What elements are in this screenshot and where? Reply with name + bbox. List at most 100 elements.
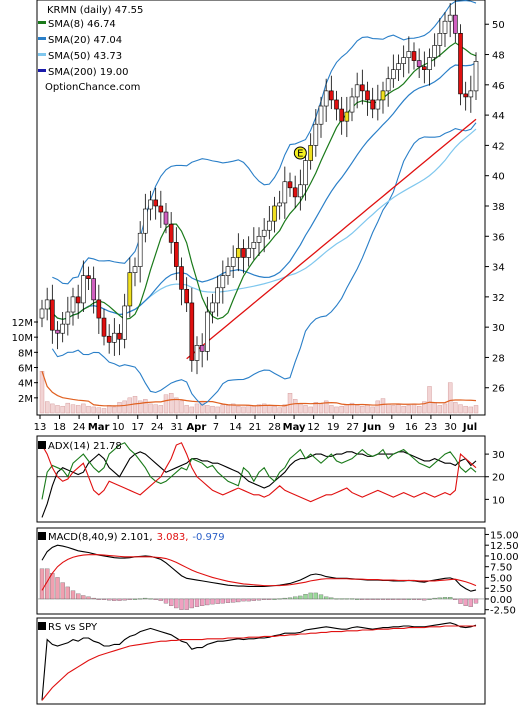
adx-tick-label: 20 bbox=[492, 473, 505, 484]
candle-body bbox=[168, 223, 174, 243]
candle-body bbox=[70, 296, 76, 313]
volume-bar bbox=[60, 405, 65, 414]
volume-bar bbox=[277, 407, 282, 414]
macd-histogram-bar bbox=[251, 598, 256, 601]
candle-body bbox=[236, 248, 241, 258]
price-panel bbox=[36, 0, 486, 416]
candle-body bbox=[339, 108, 344, 122]
candle-body bbox=[194, 345, 200, 361]
price-tick-label: 34 bbox=[492, 263, 505, 274]
macd-histogram-bar bbox=[231, 598, 236, 603]
macd-histogram-bar bbox=[179, 598, 184, 610]
volume-tick-label: 8M bbox=[18, 348, 33, 359]
volume-bar bbox=[65, 402, 71, 414]
price-tick-label: 44 bbox=[492, 111, 505, 122]
rs-panel bbox=[36, 617, 486, 705]
candle-body bbox=[298, 184, 303, 198]
volume-bar bbox=[50, 403, 55, 414]
volume-bar bbox=[380, 398, 386, 414]
macd-histogram-bar bbox=[86, 596, 91, 600]
x-tick-label: 17 bbox=[131, 422, 144, 433]
candle-body bbox=[101, 317, 107, 337]
candle-body bbox=[44, 299, 50, 310]
candle-body bbox=[86, 275, 91, 279]
price-tick-label: 36 bbox=[492, 232, 505, 243]
volume-bar bbox=[246, 405, 251, 414]
macd-histogram-bar bbox=[210, 598, 215, 605]
volume-tick-label: 2M bbox=[18, 394, 33, 405]
rs-series-line bbox=[41, 625, 476, 701]
volume-bar bbox=[75, 405, 81, 414]
volume-bar bbox=[158, 405, 164, 414]
macd-histogram-bar bbox=[225, 598, 231, 603]
volume-bar bbox=[55, 405, 60, 414]
volume-bar bbox=[220, 404, 226, 414]
adx-label: ADX(14) 21.78 bbox=[48, 441, 122, 452]
x-tick-label: 24 bbox=[73, 422, 86, 433]
x-tick-label: 13 bbox=[34, 422, 47, 433]
macd-histogram-bar bbox=[220, 598, 225, 604]
macd-histogram-bar bbox=[355, 598, 360, 600]
volume-bar bbox=[442, 403, 448, 414]
macd-histogram-bar bbox=[91, 597, 96, 600]
price-tick-label: 50 bbox=[492, 20, 505, 31]
volume-bar bbox=[318, 403, 324, 414]
candle-body bbox=[303, 160, 308, 186]
macd-histogram-bar bbox=[267, 598, 272, 600]
volume-bar bbox=[344, 404, 350, 414]
earnings-marker-icon bbox=[293, 146, 307, 160]
macd-histogram-bar bbox=[329, 597, 334, 600]
candle-body bbox=[210, 302, 215, 313]
candle-body bbox=[380, 90, 386, 101]
candle-body bbox=[360, 84, 365, 92]
candle-body bbox=[468, 90, 474, 98]
volume-bar bbox=[365, 404, 370, 414]
macd-histogram-bar bbox=[442, 597, 448, 600]
volume-bar bbox=[163, 394, 169, 414]
sma200-line bbox=[186, 118, 477, 360]
candle-body bbox=[60, 323, 65, 334]
volume-bar bbox=[385, 403, 391, 414]
macd-histogram-bar bbox=[60, 582, 65, 600]
candle-body bbox=[189, 302, 195, 361]
candle-body bbox=[277, 202, 282, 207]
macd-histogram-bar bbox=[163, 598, 169, 604]
x-tick-label: 12 bbox=[307, 422, 320, 433]
macd-histogram-bar bbox=[241, 598, 246, 602]
volume-bar bbox=[86, 405, 91, 414]
candle-body bbox=[329, 90, 334, 101]
x-tick-label: 21 bbox=[249, 422, 262, 433]
macd-tick-label: 5.00 bbox=[490, 573, 512, 584]
macd-histogram-bar bbox=[303, 594, 308, 600]
macd-histogram-bar bbox=[411, 598, 417, 600]
volume-bar bbox=[458, 404, 463, 414]
macd-histogram-bar bbox=[262, 598, 267, 600]
price-tick-label: 42 bbox=[492, 141, 505, 152]
legend-sma8: SMA(8) 46.74 bbox=[48, 19, 116, 30]
macd-histogram-bar bbox=[313, 592, 318, 600]
macd-histogram-bar bbox=[174, 598, 179, 609]
x-tick-label: 18 bbox=[53, 422, 66, 433]
x-tick-label: 16 bbox=[405, 422, 418, 433]
candle-body bbox=[179, 266, 184, 290]
volume-bar bbox=[194, 403, 200, 414]
x-tick-label: 10 bbox=[112, 422, 125, 433]
candle-body bbox=[354, 84, 360, 98]
legend-swatch-sma8 bbox=[38, 21, 46, 24]
sma8-line bbox=[46, 42, 477, 320]
volume-bar bbox=[143, 399, 148, 414]
macd-histogram-bar bbox=[287, 597, 293, 600]
macd-histogram-bar bbox=[282, 597, 287, 600]
macd-histogram-bar bbox=[406, 598, 411, 600]
candle-body bbox=[432, 45, 437, 58]
macd-tick-label: -2.50 bbox=[490, 606, 516, 617]
macd-tick-label: 10.00 bbox=[490, 552, 519, 563]
x-tick-label: 14 bbox=[229, 422, 242, 433]
candle-body bbox=[401, 57, 406, 64]
volume-bar bbox=[44, 401, 50, 414]
volume-bar bbox=[168, 393, 174, 414]
volume-bar bbox=[205, 405, 210, 414]
svg-text:MACD(8,40,9) 2.101,3.083,-0.97: MACD(8,40,9) 2.101, 3.083, -0.979 bbox=[48, 532, 225, 543]
x-tick-label: Jul bbox=[462, 422, 477, 433]
